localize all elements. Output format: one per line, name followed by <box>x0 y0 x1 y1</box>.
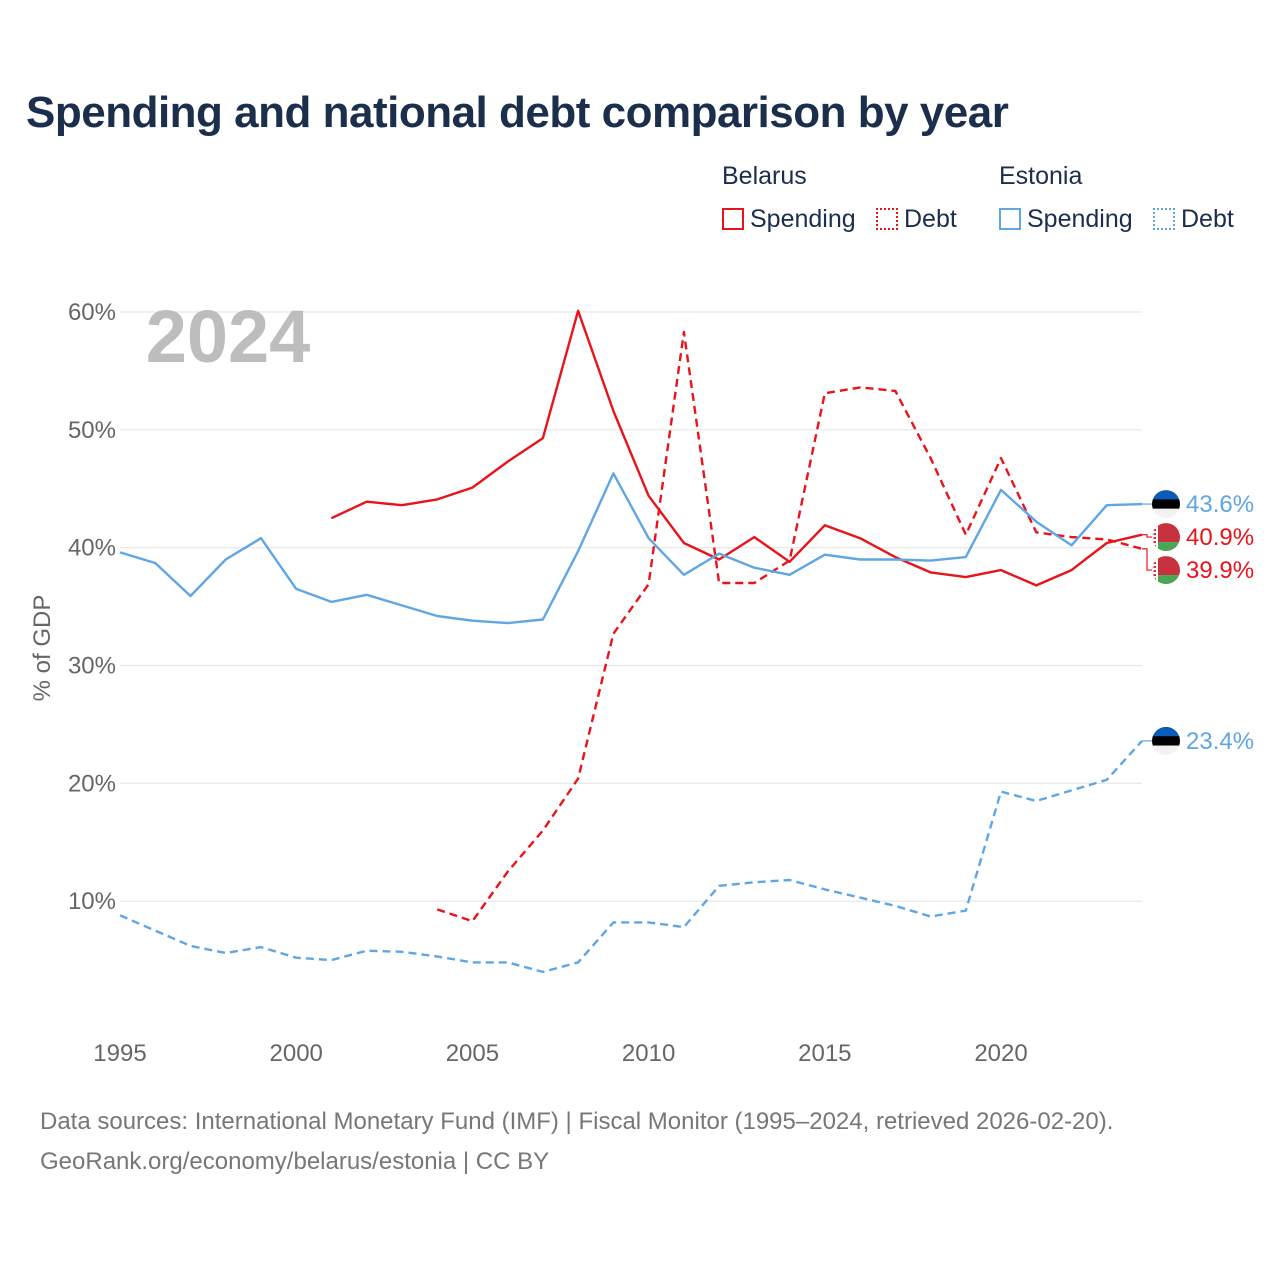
series-line-belarus-spending[interactable] <box>330 309 1143 587</box>
footer-sources: Data sources: International Monetary Fun… <box>40 1108 1114 1135</box>
y-tick-label: 60% <box>68 299 116 326</box>
end-value-label: 43.6% <box>1186 491 1254 518</box>
y-tick-label: 10% <box>68 888 116 915</box>
end-label-connector <box>1142 548 1152 571</box>
x-tick-label: 2010 <box>622 1040 675 1067</box>
legend-swatch-solid <box>999 208 1021 230</box>
estonia-flag-icon <box>1152 726 1180 755</box>
chart-title: Spending and national debt comparison by… <box>26 88 1009 137</box>
end-value-label: 40.9% <box>1186 524 1254 551</box>
series-lines <box>119 309 1143 974</box>
y-axis-label: % of GDP <box>29 595 56 702</box>
legend-belarus-spending[interactable]: Spending <box>722 204 856 234</box>
legend-estonia-title: Estonia <box>999 162 1083 190</box>
legend-label: Debt <box>1181 204 1234 233</box>
x-tick-label: 1995 <box>93 1040 146 1067</box>
end-value-label: 39.9% <box>1186 557 1254 584</box>
y-tick-label: 40% <box>68 535 116 562</box>
belarus-flag-icon <box>1152 523 1180 552</box>
legend-belarus-title: Belarus <box>722 162 807 190</box>
x-tick-label: 2005 <box>446 1040 499 1067</box>
series-line-belarus-debt[interactable] <box>436 330 1143 923</box>
legend-estonia-spending[interactable]: Spending <box>999 204 1133 234</box>
legend-swatch-dotted <box>876 208 898 230</box>
y-axis: 10% 20% 30% 40% 50% 60% <box>68 299 116 915</box>
legend-estonia-debt[interactable]: Debt <box>1153 204 1234 234</box>
estonia-flag-icon <box>1152 490 1180 519</box>
x-tick-label: 2015 <box>798 1040 851 1067</box>
series-line-estonia-spending[interactable] <box>119 472 1143 625</box>
series-line-estonia-debt[interactable] <box>119 740 1143 974</box>
belarus-flag-icon <box>1152 556 1180 585</box>
legend-swatch-solid <box>722 208 744 230</box>
legend-belarus-debt[interactable]: Debt <box>876 204 957 234</box>
legend-label: Spending <box>1027 204 1133 233</box>
footer-credit: GeoRank.org/economy/belarus/estonia | CC… <box>40 1148 550 1175</box>
end-label-connector <box>1142 534 1152 538</box>
x-axis: 1995 2000 2005 2010 2015 2020 <box>93 1040 1027 1067</box>
legend-label: Spending <box>750 204 856 233</box>
y-tick-label: 20% <box>68 770 116 797</box>
y-tick-label: 50% <box>68 417 116 444</box>
x-tick-label: 2020 <box>974 1040 1027 1067</box>
end-value-label: 23.4% <box>1186 728 1254 755</box>
year-watermark: 2024 <box>146 295 311 378</box>
legend-swatch-dotted <box>1153 208 1175 230</box>
y-tick-label: 30% <box>68 653 116 680</box>
x-tick-label: 2000 <box>270 1040 323 1067</box>
end-labels: 43.6% 40.9% 39.9% 23.4% <box>1142 490 1254 755</box>
legend-label: Debt <box>904 204 957 233</box>
grid-lines <box>120 311 1142 902</box>
